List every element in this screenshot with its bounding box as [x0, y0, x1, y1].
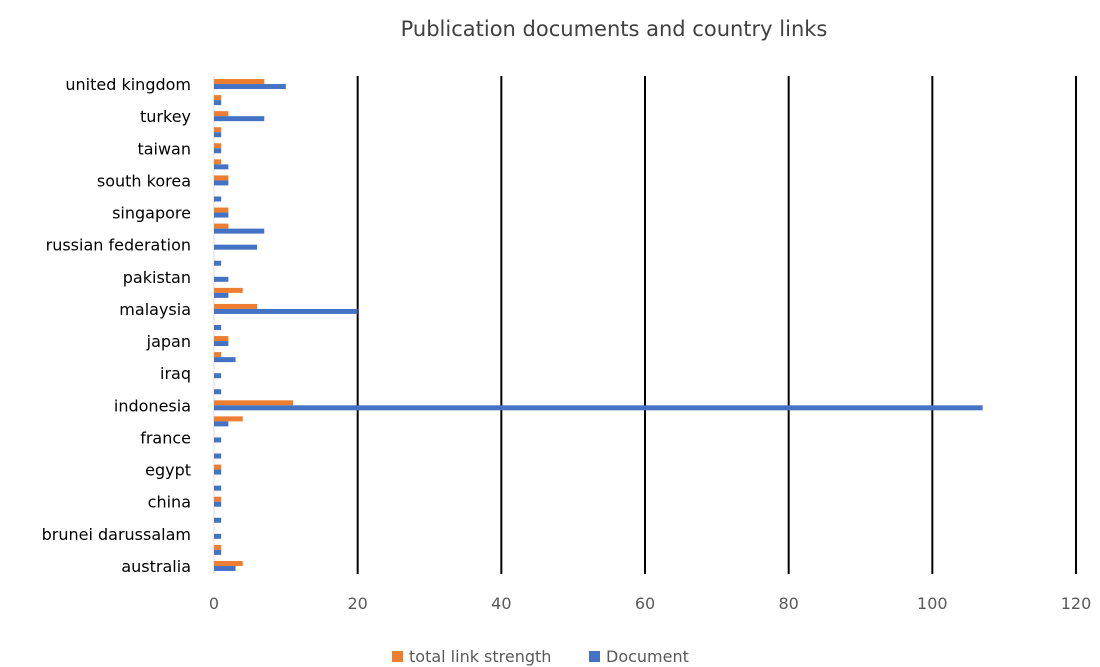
category-labels: australia brunei darussalam china egypt fran…: [42, 75, 191, 576]
bar-document: [214, 341, 229, 347]
bar-total-link-strength: [214, 127, 222, 133]
x-tick-label: 80: [778, 594, 798, 613]
bar-total-link-strength: [214, 336, 229, 342]
bar-total-link-strength: [214, 544, 222, 550]
bar-document: [214, 292, 229, 298]
legend-swatch-total-link-strength: [392, 651, 403, 662]
legend-label-document: Document: [606, 647, 689, 666]
bar-document: [214, 196, 222, 202]
category-label: japan: [146, 332, 191, 351]
bar-document: [214, 373, 222, 379]
bar-document: [214, 533, 222, 539]
bar-total-link-strength: [214, 560, 243, 566]
category-label: turkey: [140, 107, 191, 126]
category-label: indonesia: [114, 396, 191, 415]
x-tick-label: 20: [347, 594, 367, 613]
bar-total-link-strength: [214, 464, 222, 470]
bar-total-link-strength: [214, 400, 294, 406]
category-label: russian federation: [46, 236, 191, 255]
category-label: china: [148, 493, 191, 512]
category-label: singapore: [112, 204, 191, 223]
bar-document: [214, 260, 222, 266]
bar-total-link-strength: [214, 207, 229, 213]
bar-document: [214, 100, 222, 106]
bar-total-link-strength: [214, 223, 229, 229]
category-label: brunei darussalam: [42, 525, 191, 544]
category-label: iraq: [160, 364, 191, 383]
bar-document: [214, 421, 229, 427]
category-label: france: [140, 428, 191, 447]
bar-document: [214, 501, 222, 507]
bar-total-link-strength: [214, 416, 243, 422]
bar-document: [214, 565, 236, 571]
bar-document: [214, 148, 222, 154]
bar-document: [214, 357, 236, 363]
bar-document: [214, 116, 265, 122]
legend-swatch-document: [589, 651, 600, 662]
bar-total-link-strength: [214, 352, 222, 358]
x-tick-labels: 0 20 40 60 80 100 120: [209, 594, 1091, 613]
bar-document: [214, 549, 222, 555]
bar-document: [214, 517, 222, 523]
bar-document: [214, 132, 222, 138]
x-tick-label: 60: [635, 594, 655, 613]
bar-total-link-strength: [214, 287, 243, 293]
bar-total-link-strength: [214, 175, 229, 181]
bars: [214, 79, 983, 571]
bar-total-link-strength: [214, 303, 258, 309]
category-label: south korea: [97, 171, 191, 190]
bar-document: [214, 228, 265, 234]
x-tick-label: 100: [917, 594, 948, 613]
bar-total-link-strength: [214, 95, 222, 101]
chart-title: Publication documents and country links: [401, 17, 828, 41]
bar-total-link-strength: [214, 79, 265, 85]
bar-document: [214, 405, 983, 411]
bar-document: [214, 244, 258, 250]
bar-document: [214, 453, 222, 459]
x-tick-label: 120: [1061, 594, 1092, 613]
bar-document: [214, 276, 229, 282]
bar-document: [214, 437, 222, 443]
category-label: taiwan: [137, 139, 191, 158]
category-label: pakistan: [123, 268, 191, 287]
bar-document: [214, 180, 229, 186]
bar-total-link-strength: [214, 159, 222, 165]
bar-document: [214, 469, 222, 475]
bar-total-link-strength: [214, 496, 222, 502]
x-tick-label: 0: [209, 594, 219, 613]
bar-total-link-strength: [214, 143, 222, 149]
category-label: malaysia: [119, 300, 191, 319]
x-tick-label: 40: [491, 594, 511, 613]
bar-document: [214, 212, 229, 218]
bar-document: [214, 308, 358, 314]
legend: total link strength Document: [392, 647, 689, 666]
bar-document: [214, 325, 222, 330]
bar-document: [214, 164, 229, 170]
bar-document: [214, 389, 222, 395]
category-label: united kingdom: [65, 75, 191, 94]
category-label: australia: [121, 557, 191, 576]
bar-total-link-strength: [214, 111, 229, 117]
bar-document: [214, 485, 222, 491]
category-label: egypt: [145, 461, 191, 480]
bar-document: [214, 84, 286, 90]
gridlines: [213, 76, 1077, 574]
legend-label-total-link-strength: total link strength: [409, 647, 551, 666]
